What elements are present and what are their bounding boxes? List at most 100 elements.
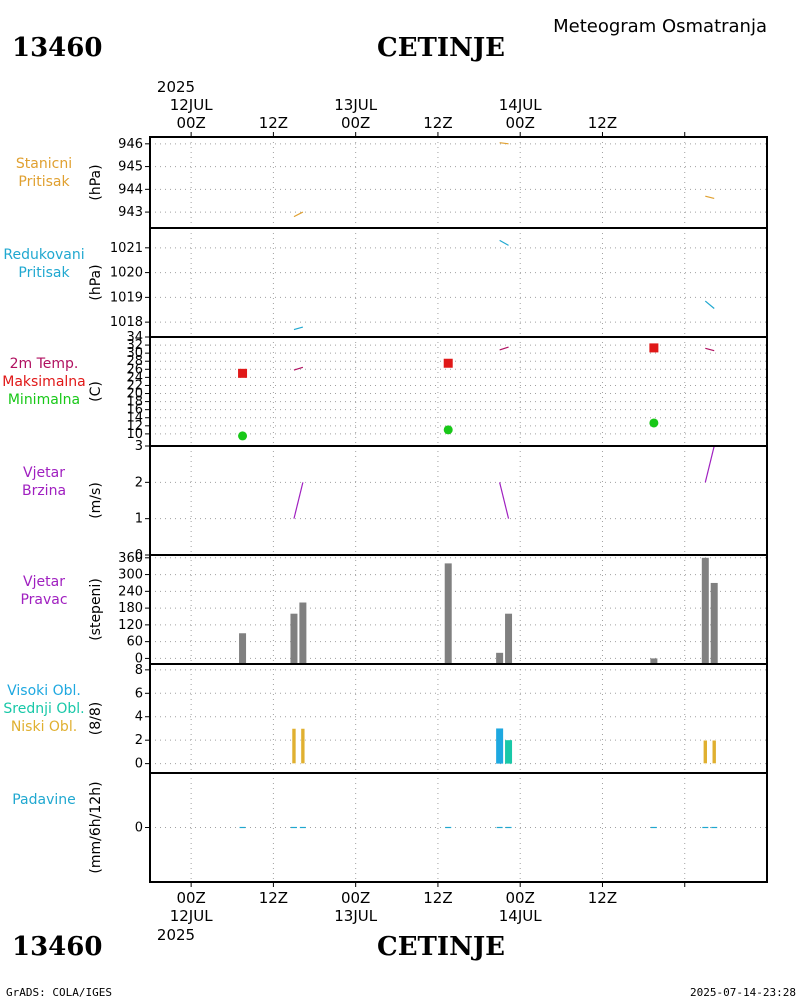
y-tick-label: 28 (126, 354, 143, 369)
station-name-bottom: CETINJE (377, 932, 505, 962)
plot-layer: 00Z12JUL00Z12JUL12Z12Z00Z13JUL00Z13JUL12… (2, 96, 768, 925)
panel-title: Padavine (12, 792, 76, 808)
footer-right: 2025-07-14-23:28 (690, 986, 796, 999)
cloud-low-bar (702, 739, 708, 764)
time-tick-top: 00Z (506, 114, 535, 132)
temp-max-point (649, 343, 659, 353)
time-tick-top: 12Z (588, 114, 617, 132)
y-tick-label: 3 (135, 439, 143, 454)
date-tick-top: 13JUL (334, 96, 377, 114)
year-bottom: 2025 (157, 926, 195, 944)
temp-max-point (238, 368, 248, 378)
y-tick-label: 26 (126, 362, 143, 377)
station-id-top: 13460 (12, 33, 102, 63)
y-tick-label: 10 (126, 427, 143, 442)
y-tick-label: 1021 (110, 241, 143, 256)
panel-title: Vjetar (23, 465, 65, 481)
y-tick-label: 945 (118, 160, 143, 175)
y-tick-label: 0 (135, 757, 143, 772)
y-tick-label: 240 (118, 584, 143, 599)
time-tick-bottom: 00Z (506, 889, 535, 907)
panel-title: Niski Obl. (11, 719, 77, 735)
date-tick-bottom: 12JUL (170, 907, 213, 925)
y-axis-label: (C) (88, 381, 104, 402)
y-tick-label: 944 (118, 182, 143, 197)
date-tick-bottom: 13JUL (334, 907, 377, 925)
y-tick-label: 30 (126, 346, 143, 361)
y-axis-label: (m/s) (88, 482, 104, 519)
y-tick-label: 1020 (110, 266, 143, 281)
series-line-segment (499, 142, 509, 145)
date-tick-bottom: 14JUL (499, 907, 542, 925)
y-tick-label: 22 (126, 378, 143, 393)
temp-min-point (649, 418, 659, 428)
y-tick-label: 20 (126, 387, 143, 402)
wind-direction-bar (505, 613, 513, 664)
y-tick-label: 4 (135, 710, 143, 725)
y-tick-label: 946 (118, 137, 143, 152)
wind-direction-bar (701, 557, 709, 664)
wind-direction-bar (444, 563, 452, 664)
y-tick-label: 14 (126, 411, 143, 426)
time-tick-bottom: 12Z (588, 889, 617, 907)
panel-title: Maksimalna (2, 374, 86, 390)
time-tick-bottom: 00Z (176, 889, 205, 907)
panel-title: Visoki Obl. (7, 683, 81, 699)
time-tick-bottom: 00Z (341, 889, 370, 907)
time-tick-top: 00Z (341, 114, 370, 132)
y-tick-label: 943 (118, 205, 143, 220)
y-tick-label: 8 (135, 663, 143, 678)
temp-min-point (443, 425, 453, 435)
series-line-segment (705, 195, 715, 200)
year-top: 2025 (157, 78, 195, 96)
panel-title: Pravac (20, 592, 67, 608)
station-name-top: CETINJE (377, 33, 505, 63)
temp-max-point (443, 358, 453, 368)
y-tick-label: 60 (126, 635, 143, 650)
time-tick-bottom: 12Z (423, 889, 452, 907)
wind-direction-bar (299, 602, 307, 664)
station-id-bottom: 13460 (12, 932, 102, 962)
date-tick-top: 14JUL (499, 96, 542, 114)
cloud-low-bar (300, 728, 306, 764)
subtitle: Meteogram Osmatranja (553, 16, 767, 37)
panel-title: Stanicni (16, 156, 72, 172)
y-tick-label: 2 (135, 733, 143, 748)
y-axis-label: (mm/6h/12h) (88, 781, 104, 873)
series-line-segment (704, 445, 715, 483)
date-tick-top: 12JUL (170, 96, 213, 114)
y-tick-label: 1 (135, 512, 143, 527)
time-tick-top: 12Z (259, 114, 288, 132)
panel-frame (149, 445, 768, 556)
y-tick-label: 300 (118, 568, 143, 583)
panel-title: Srednji Obl. (3, 701, 84, 717)
panel-title: Redukovani (3, 247, 84, 263)
series-line-segment (705, 347, 715, 352)
wind-direction-bar (710, 582, 718, 664)
temp-min-point (238, 431, 248, 441)
wind-direction-bar (650, 658, 658, 664)
panel-frame (149, 772, 768, 883)
panel-frame (149, 227, 768, 338)
panel-title: Minimalna (8, 392, 80, 408)
panel-title: Brzina (22, 483, 66, 499)
y-axis-label: (hPa) (88, 164, 104, 200)
cloud-high-bar (496, 728, 504, 764)
panel-title: Vjetar (23, 574, 65, 590)
y-tick-label: 1019 (110, 290, 143, 305)
y-tick-label: 120 (118, 618, 143, 633)
series-line-segment (499, 346, 509, 351)
series-line-segment (293, 211, 304, 218)
cloud-low-bar (711, 739, 717, 764)
wind-direction-bar (239, 633, 247, 664)
series-line-segment (293, 326, 304, 331)
panel-title: Pritisak (18, 174, 70, 190)
series-line-segment (704, 300, 715, 309)
y-tick-label: 12 (126, 419, 143, 434)
series-line-segment (499, 482, 510, 519)
wind-direction-bar (290, 613, 298, 664)
y-tick-label: 6 (135, 686, 143, 701)
panel-frame (149, 136, 768, 229)
time-tick-top: 00Z (176, 114, 205, 132)
